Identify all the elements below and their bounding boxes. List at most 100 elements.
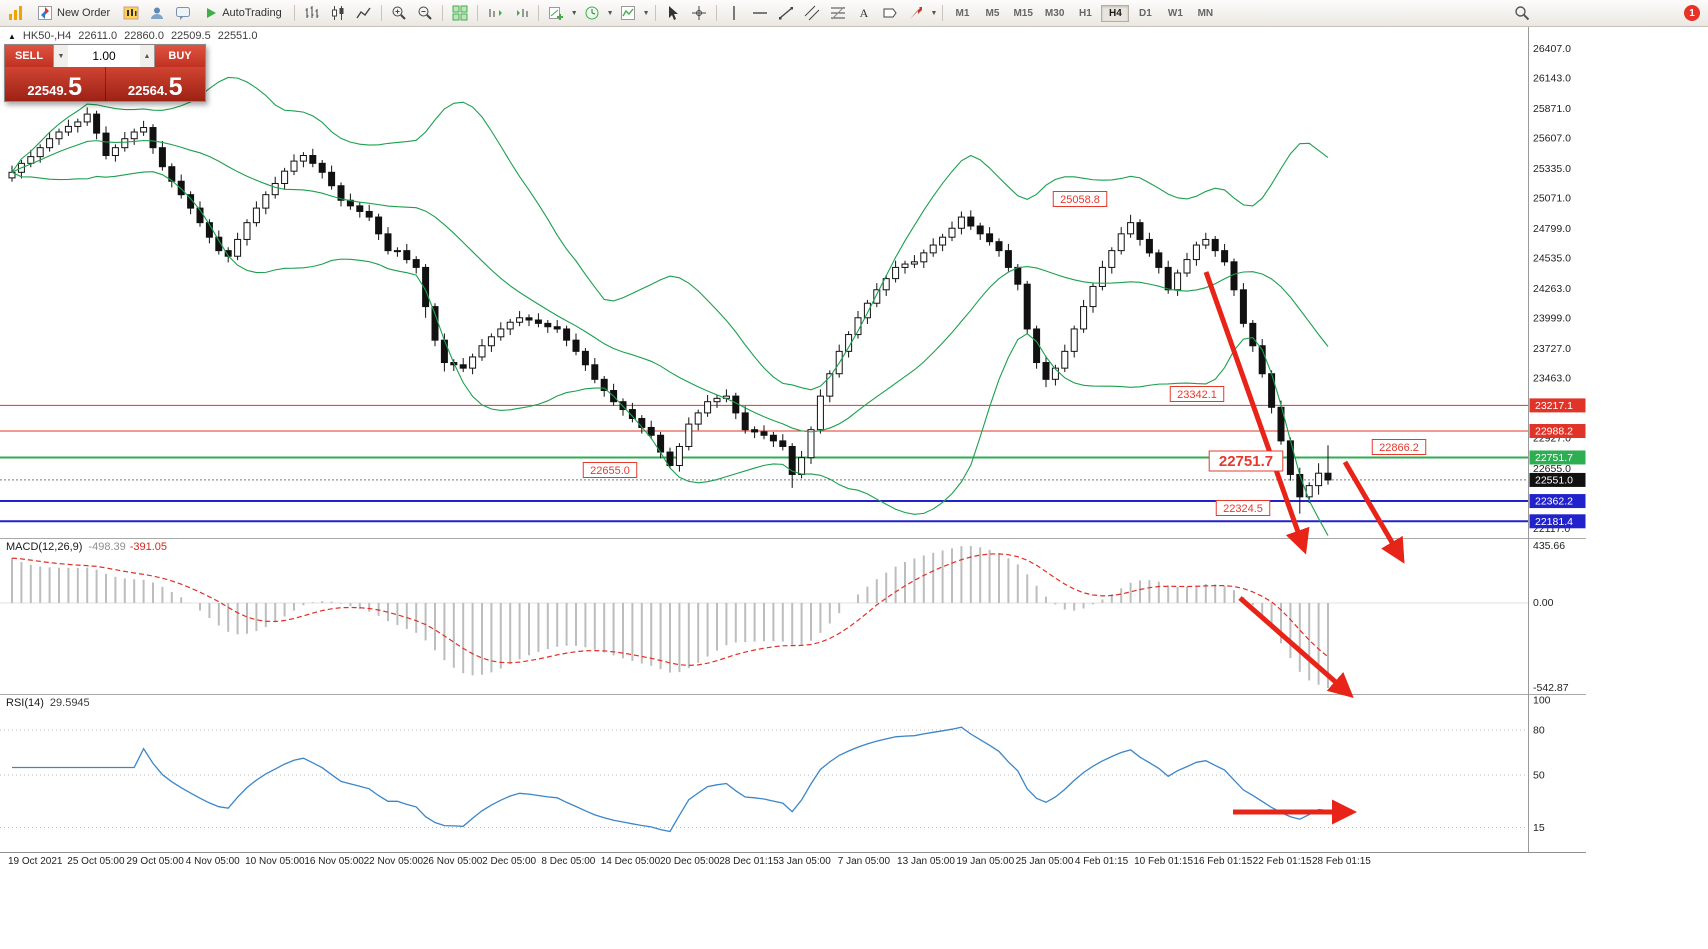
macd-main-value: -498.39 [88, 541, 126, 553]
trade-panel-prices: 22549. 5 22564. 5 [5, 67, 205, 101]
macd-label: MACD(12,26,9) -498.39 -391.05 [6, 541, 167, 553]
svg-text:25071.0: 25071.0 [1533, 192, 1571, 204]
candlestick-type-button[interactable] [326, 2, 350, 24]
buy-price[interactable]: 22564. 5 [106, 67, 206, 101]
shapes-tool-button[interactable] [904, 2, 928, 24]
volume-decrease-icon[interactable]: ▼ [54, 45, 68, 67]
chart-shift-button[interactable] [509, 2, 533, 24]
indicators-caret-icon[interactable]: ▼ [642, 9, 650, 17]
rsi-value: 29.5945 [49, 697, 90, 709]
svg-text:10 Nov 05:00: 10 Nov 05:00 [245, 856, 305, 867]
svg-text:22 Nov 05:00: 22 Nov 05:00 [364, 856, 424, 867]
sell-button[interactable]: SELL [5, 45, 53, 67]
macd-indicator: 435.66 0.00 -542.87 [0, 540, 1569, 694]
candlestick-series [8, 107, 1332, 514]
timeframe-m30[interactable]: M30 [1044, 7, 1065, 19]
timeframe-m5[interactable]: M5 [985, 7, 1000, 19]
macd-name: MACD(12,26,9) [6, 541, 83, 553]
toolbar-separator [654, 5, 656, 21]
sell-price[interactable]: 22549. 5 [5, 67, 106, 101]
chat-icon[interactable] [171, 2, 195, 24]
indicators-button[interactable] [616, 2, 640, 24]
svg-text:0.00: 0.00 [1533, 597, 1554, 609]
buy-price-main: 22564. [127, 83, 168, 98]
main-chart-area [0, 76, 1528, 536]
fibonacci-tool-button[interactable] [826, 2, 850, 24]
timeframe-m15[interactable]: M15 [1013, 7, 1033, 19]
tile-windows-button[interactable] [448, 2, 472, 24]
periods-button[interactable] [580, 2, 604, 24]
autotrading-label: AutoTrading [222, 7, 282, 19]
channel-tool-button[interactable] [800, 2, 824, 24]
svg-text:13 Jan 05:00: 13 Jan 05:00 [897, 856, 955, 867]
autotrading-button[interactable]: AutoTrading [197, 3, 289, 23]
svg-text:A: A [859, 6, 868, 20]
profile-icon[interactable] [145, 2, 169, 24]
svg-text:26143.0: 26143.0 [1533, 72, 1571, 84]
svg-text:7 Jan 05:00: 7 Jan 05:00 [838, 856, 891, 867]
periods-caret-icon[interactable]: ▼ [606, 9, 614, 17]
svg-text:25335.0: 25335.0 [1533, 163, 1571, 175]
volume-increase-icon[interactable]: ▲ [140, 45, 154, 67]
svg-text:22988.2: 22988.2 [1535, 426, 1573, 438]
svg-text:100: 100 [1533, 695, 1551, 707]
horizontal-lines[interactable] [0, 404, 1528, 523]
line-chart-type-button[interactable] [352, 2, 376, 24]
shapes-caret-icon[interactable]: ▼ [930, 9, 938, 17]
timeframe-m1[interactable]: M1 [955, 7, 970, 19]
zoom-in-button[interactable] [387, 2, 411, 24]
notification-badge[interactable]: 1 [1684, 5, 1700, 21]
trend-arrows[interactable] [1203, 271, 1405, 825]
macd-signal-value: -391.05 [129, 541, 168, 553]
svg-text:25607.0: 25607.0 [1533, 132, 1571, 144]
svg-text:4 Feb 01:15: 4 Feb 01:15 [1075, 856, 1129, 867]
timeframe-h4[interactable]: H4 [1101, 4, 1130, 22]
new-chart-button[interactable] [544, 2, 568, 24]
timeframe-mn[interactable]: MN [1197, 7, 1214, 19]
svg-text:26407.0: 26407.0 [1533, 43, 1571, 55]
svg-text:28 Feb 01:15: 28 Feb 01:15 [1312, 856, 1371, 867]
svg-text:25 Jan 05:00: 25 Jan 05:00 [1016, 856, 1074, 867]
sell-price-big-digit: 5 [68, 73, 83, 101]
new-order-button[interactable]: New Order [30, 3, 117, 23]
bar-chart-type-button[interactable] [300, 2, 324, 24]
crosshair-button[interactable] [687, 2, 711, 24]
one-click-trading-panel: SELL ▼ ▲ BUY 22549.5 22564.5 [4, 44, 206, 102]
text-tool-button[interactable]: A [852, 2, 876, 24]
price-annotations[interactable]: 25058.8 23342.1 22866.2 22751.7 22655.0 22324… [582, 191, 1427, 516]
svg-text:50: 50 [1533, 770, 1545, 782]
svg-text:23727.0: 23727.0 [1533, 343, 1571, 355]
ohlc-close: 22551.0 [217, 30, 258, 42]
timeframe-h1[interactable]: H1 [1078, 7, 1092, 19]
cursor-button[interactable] [661, 2, 685, 24]
time-axis[interactable]: 19 Oct 2021 25 Oct 05:00 29 Oct 05:00 4 Nov… [8, 856, 1371, 867]
buy-price-big-digit: 5 [168, 73, 183, 101]
label-tool-button[interactable] [878, 2, 902, 24]
vertical-line-tool-button[interactable] [722, 2, 746, 24]
price-axis[interactable]: 26407.0 26143.0 25871.0 25607.0 25335.0 25071… [1529, 43, 1586, 535]
new-chart-caret-icon[interactable]: ▼ [570, 9, 578, 17]
open-chart-icon[interactable] [119, 2, 143, 24]
collapse-trade-panel-icon[interactable]: ▲ [8, 31, 16, 41]
toolbar-separator [537, 5, 539, 21]
svg-text:3 Jan 05:00: 3 Jan 05:00 [779, 856, 832, 867]
auto-scroll-button[interactable] [483, 2, 507, 24]
svg-text:22655.0: 22655.0 [590, 465, 630, 477]
new-order-label: New Order [57, 7, 111, 19]
svg-text:-542.87: -542.87 [1533, 682, 1569, 694]
timeframe-d1[interactable]: D1 [1138, 7, 1152, 19]
ohlc-high: 22860.0 [124, 30, 164, 42]
svg-text:22181.4: 22181.4 [1535, 516, 1573, 528]
svg-text:22866.2: 22866.2 [1379, 442, 1419, 454]
trade-panel-controls: SELL ▼ ▲ BUY [5, 45, 205, 67]
svg-text:80: 80 [1533, 725, 1545, 737]
timeframe-w1[interactable]: W1 [1167, 7, 1183, 19]
trendline-tool-button[interactable] [774, 2, 798, 24]
buy-button[interactable]: BUY [155, 45, 205, 67]
horizontal-line-tool-button[interactable] [748, 2, 772, 24]
volume-input[interactable] [68, 45, 140, 67]
search-icon[interactable] [1510, 2, 1534, 24]
zoom-out-button[interactable] [413, 2, 437, 24]
